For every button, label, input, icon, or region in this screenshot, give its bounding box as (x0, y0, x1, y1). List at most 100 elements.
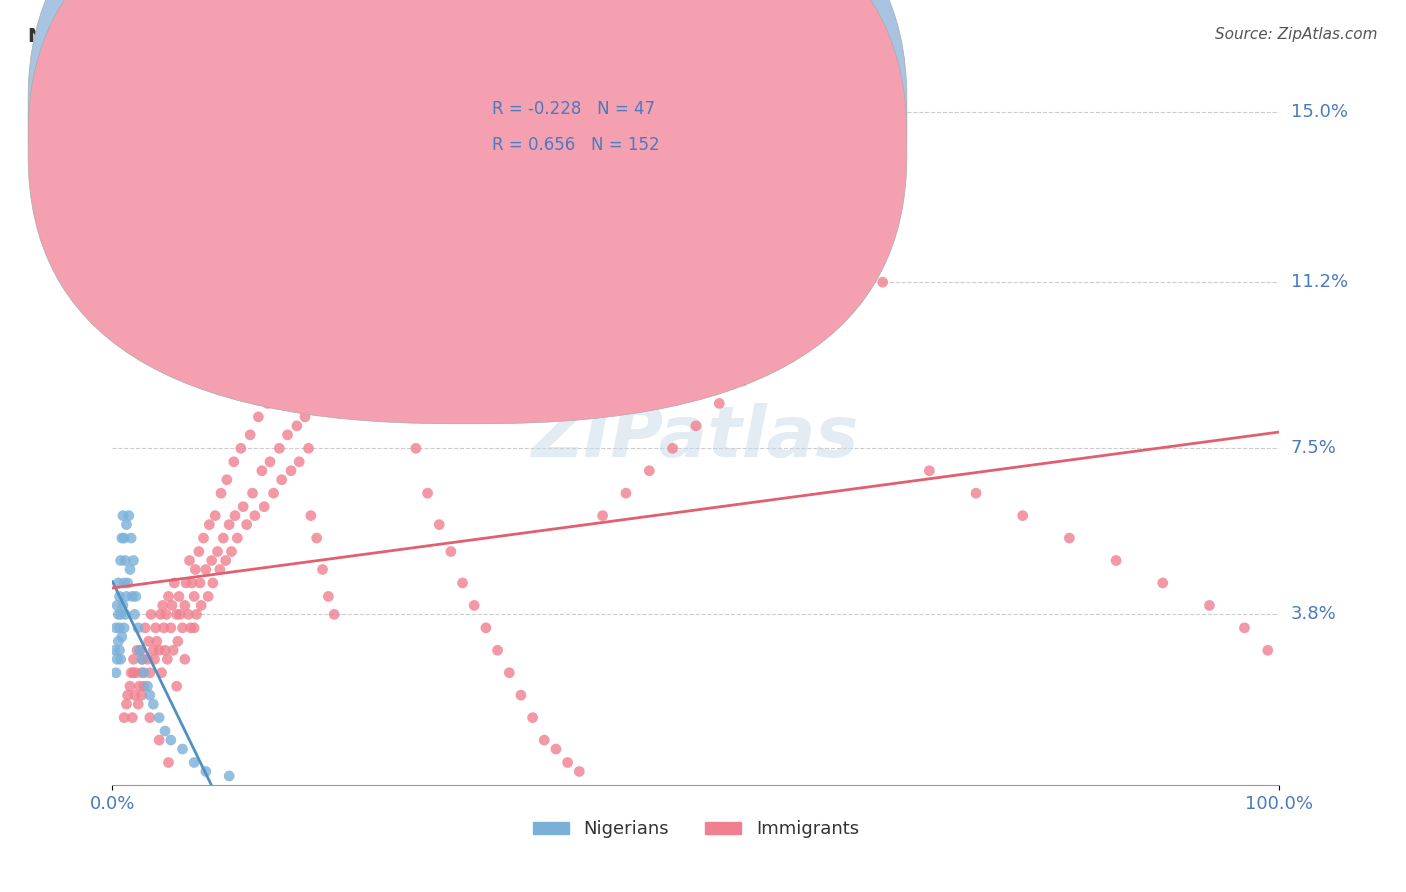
Point (226, 531, 249, 545)
Point (163, 576, 186, 591)
Point (359, 293, 381, 308)
Point (120, 531, 142, 545)
Point (122, 665, 145, 680)
Point (146, 634, 169, 648)
Point (172, 621, 194, 635)
Point (139, 607, 162, 622)
Point (107, 634, 129, 648)
Point (215, 553, 238, 567)
Point (329, 261, 352, 276)
Point (143, 652, 166, 666)
Point (149, 607, 172, 622)
Point (475, 621, 498, 635)
Point (201, 576, 224, 591)
Point (128, 643, 150, 657)
Point (111, 630, 134, 644)
Point (110, 652, 132, 666)
Point (180, 576, 202, 591)
Text: 3.8%: 3.8% (1291, 606, 1336, 624)
Point (509, 688, 531, 702)
Point (218, 769, 240, 783)
Point (174, 576, 197, 591)
Point (685, 418, 707, 433)
Point (280, 464, 302, 478)
Point (153, 724, 176, 739)
Point (148, 711, 170, 725)
Point (117, 576, 139, 591)
Point (204, 508, 226, 523)
Point (381, 351, 404, 366)
Point (1152, 576, 1174, 591)
Point (111, 531, 134, 545)
Point (235, 517, 257, 532)
Point (311, 562, 333, 576)
Point (297, 442, 319, 456)
Point (837, 293, 859, 308)
Point (1198, 599, 1220, 613)
Point (122, 652, 145, 666)
Point (1233, 621, 1256, 635)
Point (153, 621, 176, 635)
Point (184, 562, 207, 576)
Point (486, 643, 509, 657)
Point (544, 742, 567, 756)
Point (111, 599, 134, 613)
Point (1059, 531, 1081, 545)
Point (166, 679, 188, 693)
Point (162, 643, 184, 657)
Point (160, 599, 183, 613)
Point (121, 590, 143, 604)
Point (294, 409, 316, 424)
Point (288, 455, 311, 469)
Point (145, 621, 167, 635)
Point (112, 531, 135, 545)
Point (125, 665, 148, 680)
Point (1011, 508, 1033, 523)
Point (614, 486, 637, 500)
Point (150, 665, 173, 680)
Point (193, 531, 215, 545)
Point (256, 396, 278, 410)
Point (305, 531, 328, 545)
Point (112, 621, 135, 635)
Point (209, 486, 232, 500)
Point (778, 329, 800, 343)
Point (872, 275, 894, 289)
Point (124, 688, 146, 702)
Point (239, 427, 262, 442)
Point (139, 688, 162, 702)
Point (222, 455, 245, 469)
Text: R = 0.656   N = 152: R = 0.656 N = 152 (492, 136, 659, 153)
Point (451, 576, 474, 591)
Point (270, 473, 292, 487)
Point (755, 351, 778, 366)
Point (568, 764, 591, 779)
Point (188, 576, 211, 591)
Point (157, 756, 180, 770)
Point (115, 697, 138, 711)
Point (187, 544, 209, 558)
Point (155, 607, 177, 622)
Text: R = -0.228   N = 47: R = -0.228 N = 47 (492, 100, 655, 118)
Point (139, 711, 162, 725)
Point (132, 665, 155, 680)
Point (124, 607, 146, 622)
Point (104, 665, 127, 680)
Point (108, 643, 131, 657)
Point (129, 643, 152, 657)
Point (180, 621, 202, 635)
Point (142, 697, 165, 711)
Point (118, 508, 141, 523)
Point (111, 508, 134, 523)
Point (108, 590, 131, 604)
Point (592, 508, 614, 523)
Text: 11.2%: 11.2% (1291, 273, 1348, 291)
Point (335, 307, 357, 321)
Point (112, 711, 135, 725)
Point (112, 576, 135, 591)
Point (148, 643, 170, 657)
Text: Source: ZipAtlas.com: Source: ZipAtlas.com (1215, 27, 1378, 42)
Point (118, 562, 141, 576)
Point (269, 442, 291, 456)
Point (263, 486, 285, 500)
